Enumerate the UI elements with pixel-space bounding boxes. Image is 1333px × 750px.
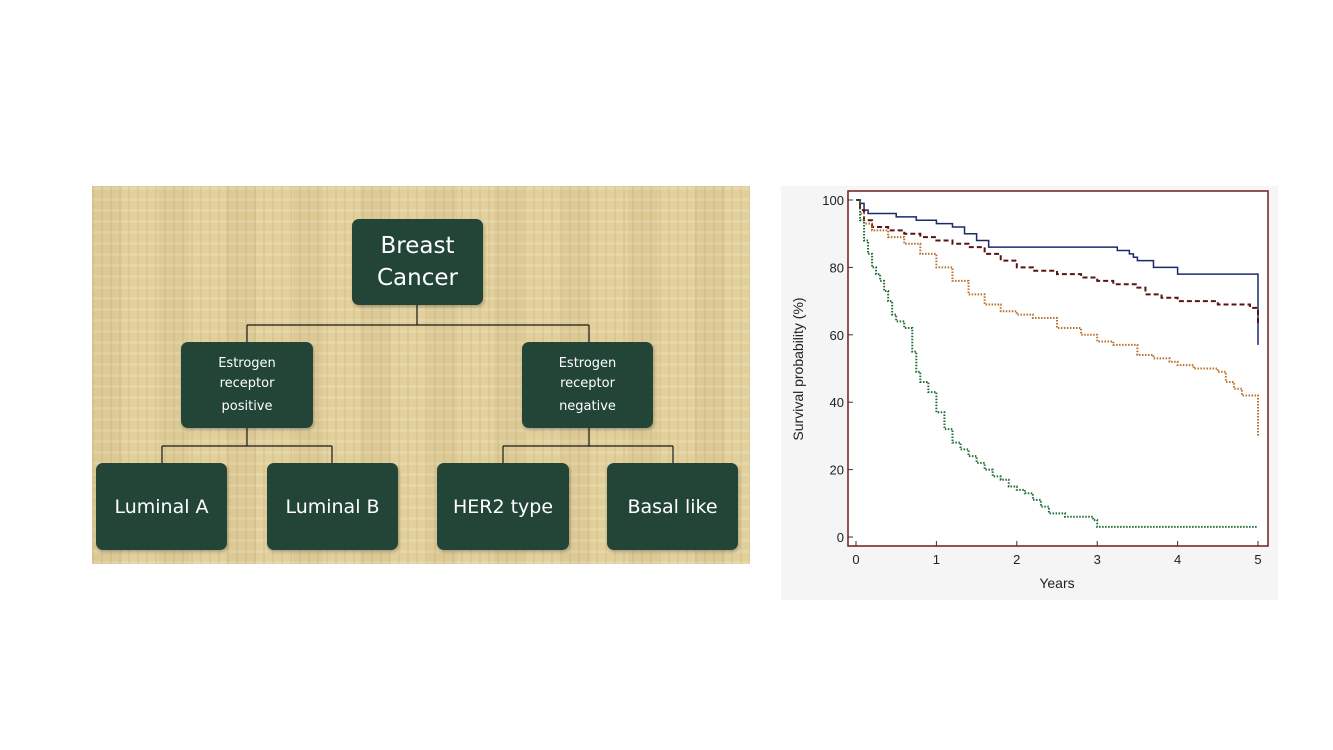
- leaf-label: Luminal B: [285, 495, 380, 518]
- subtype-tree-diagram: Breast Cancer Estrogen receptor positive…: [92, 186, 750, 564]
- x-tick-label: 0: [852, 552, 859, 567]
- leaf-node-luminal-b: Luminal B: [267, 463, 398, 550]
- leaf-label: HER2 type: [452, 495, 554, 518]
- x-tick-label: 2: [1013, 552, 1020, 567]
- leaf-label: Luminal A: [114, 495, 209, 518]
- leaf-node-her2-type: HER2 type: [437, 463, 569, 550]
- er-positive-line-1: Estrogen: [218, 355, 276, 371]
- er-negative-line-1: Estrogen: [558, 355, 617, 371]
- y-axis-label: Survival probability (%): [790, 297, 806, 440]
- y-tick-label: 80: [830, 260, 844, 275]
- survival-chart: 0 1 2 3 4 5 0 20 40 60 80 100 Years Survival proba…: [781, 186, 1278, 600]
- x-tick-label: 3: [1094, 552, 1101, 567]
- er-positive-line-2: receptor: [219, 375, 275, 391]
- leaf-node-luminal-a: Luminal A: [96, 463, 227, 550]
- y-tick-label: 60: [830, 328, 844, 343]
- x-tick-label: 1: [933, 552, 940, 567]
- y-tick-label: 0: [837, 530, 844, 545]
- root-node-label: Breast Cancer: [377, 233, 458, 291]
- y-tick-label: 100: [822, 193, 844, 208]
- er-negative-line-3: negative: [559, 398, 616, 414]
- y-tick-label: 40: [830, 395, 844, 410]
- survival-curve-4: [856, 199, 1258, 528]
- er-negative-line-2: receptor: [560, 375, 615, 391]
- er-positive-line-3: positive: [221, 398, 273, 414]
- survival-chart-svg: 0 1 2 3 4 5 0 20 40 60 80 100 Years Survival proba…: [790, 190, 1269, 591]
- leaf-node-basal-like: Basal like: [607, 463, 738, 550]
- x-tick-label: 4: [1174, 552, 1181, 567]
- er-negative-node: Estrogen receptor negative: [522, 342, 653, 428]
- tree-connectors: [161, 305, 674, 463]
- y-tick-label: 20: [830, 463, 844, 478]
- root-node-breast-cancer: Breast Cancer: [352, 219, 483, 305]
- survival-curve-3: [856, 199, 1259, 436]
- x-axis-label: Years: [1039, 575, 1074, 591]
- er-positive-node: Estrogen receptor positive: [181, 342, 313, 428]
- leaf-label: Basal like: [627, 495, 718, 518]
- survival-curve-2: [856, 199, 1259, 325]
- x-tick-label: 5: [1254, 552, 1261, 567]
- survival-curve-1: [856, 199, 1259, 345]
